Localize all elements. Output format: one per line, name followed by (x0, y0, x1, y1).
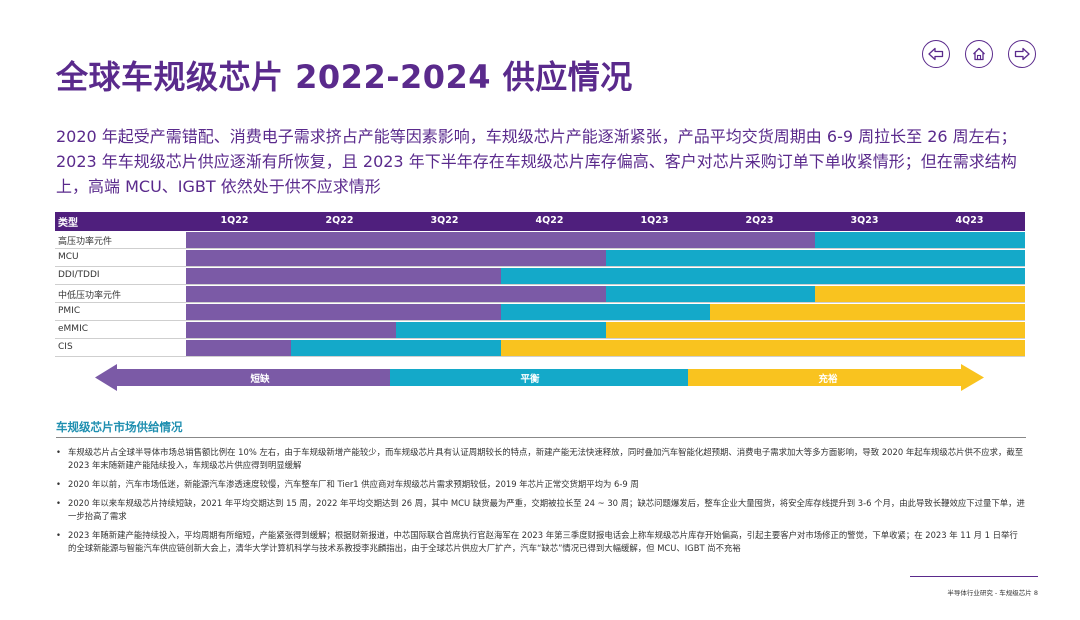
surplus-label: 充裕 (818, 374, 838, 385)
list-item: 2020 年以来车规级芯片持续短缺，2021 年平均交期达到 15 周，2022… (56, 497, 1026, 523)
balance-segment (500, 304, 711, 320)
bullet-list: 车规级芯片占全球半导体市场总销售额比例在 10% 左右，由于车规级新增产能较少，… (56, 446, 1026, 561)
right-arrow-icon (1014, 47, 1030, 61)
intro-paragraph: 2020 年起受产需错配、消费电子需求挤占产能等因素影响，车规级芯片产能逐渐紧张… (56, 127, 1017, 196)
balance-segment (605, 286, 816, 302)
section-title: 车规级芯片市场供给情况 (56, 420, 183, 434)
balance-segment (500, 268, 1025, 284)
shortage-segment (186, 268, 501, 284)
shortage-segment (186, 322, 396, 338)
row-label: 中低压功率元件 (58, 291, 122, 301)
balance-segment (290, 340, 501, 356)
home-icon (973, 47, 985, 61)
row-label: MCU (58, 252, 79, 262)
table-row: 中低压功率元件 (55, 285, 1025, 303)
shortage-segment (186, 340, 291, 356)
quarter-header: 1Q23 (640, 215, 669, 226)
row-label: CIS (58, 342, 73, 352)
balance-segment (605, 250, 1025, 266)
table-row: DDI/TDDI (55, 267, 1025, 285)
list-item: 车规级芯片占全球半导体市场总销售额比例在 10% 左右，由于车规级新增产能较少，… (56, 446, 1026, 472)
quarter-header: 2Q23 (745, 215, 774, 226)
list-item: 2023 年随新建产能持续投入，平均周期有所缩短，产能紧张得到缓解；根据财新报道… (56, 529, 1026, 555)
page-title: 全球车规级芯片 2022-2024 供应情况 (56, 58, 633, 96)
table-body: 高压功率元件 MCU DDI/TDDI 中低压功率元件 PMIC eMMIC CIS (55, 231, 1025, 357)
quarter-header: 3Q22 (430, 215, 459, 226)
surplus-segment (605, 322, 1025, 338)
next-button[interactable] (1008, 40, 1036, 68)
row-label: PMIC (58, 306, 81, 316)
table-row: eMMIC (55, 321, 1025, 339)
balance-label: 平衡 (520, 374, 540, 385)
row-label: DDI/TDDI (58, 270, 100, 280)
shortage-segment (186, 232, 816, 248)
quarter-header: 3Q23 (850, 215, 879, 226)
shortage-segment (186, 286, 606, 302)
list-item: 2020 年以前，汽车市场低迷，新能源汽车渗透速度较慢，汽车整车厂和 Tier1… (56, 478, 1026, 491)
surplus-segment (710, 304, 1025, 320)
shortage-segment (186, 250, 606, 266)
footer-divider (910, 576, 1038, 577)
quarter-header: 4Q22 (535, 215, 564, 226)
row-label: 高压功率元件 (58, 237, 113, 247)
type-header: 类型 (58, 218, 78, 229)
table-row: MCU (55, 249, 1025, 267)
prev-button[interactable] (922, 40, 950, 68)
shortage-label: 短缺 (250, 374, 270, 385)
shortage-segment (186, 304, 501, 320)
balance-arrow-segment (390, 369, 688, 386)
supply-table: 类型 1Q22 2Q22 3Q22 4Q22 1Q23 2Q23 3Q23 4Q… (55, 212, 1025, 357)
table-header: 类型 1Q22 2Q22 3Q22 4Q22 1Q23 2Q23 3Q23 4Q… (55, 212, 1025, 231)
quarter-header: 1Q22 (220, 215, 249, 226)
table-row: CIS (55, 339, 1025, 357)
table-row: 高压功率元件 (55, 231, 1025, 249)
page-footer: 半导体行业研究 - 车规级芯片 8 (947, 589, 1038, 597)
surplus-arrow-segment (688, 364, 984, 391)
row-label: eMMIC (58, 324, 89, 334)
balance-segment (815, 232, 1025, 248)
left-arrow-icon (928, 47, 944, 61)
surplus-segment (815, 286, 1025, 302)
supply-scale-arrow (95, 364, 984, 391)
section-divider (56, 437, 1026, 438)
quarter-header: 2Q22 (325, 215, 354, 226)
surplus-segment (500, 340, 1025, 356)
quarter-header: 4Q23 (955, 215, 984, 226)
shortage-arrow-segment (95, 364, 390, 391)
home-button[interactable] (965, 40, 993, 68)
balance-segment (395, 322, 606, 338)
table-row: PMIC (55, 303, 1025, 321)
